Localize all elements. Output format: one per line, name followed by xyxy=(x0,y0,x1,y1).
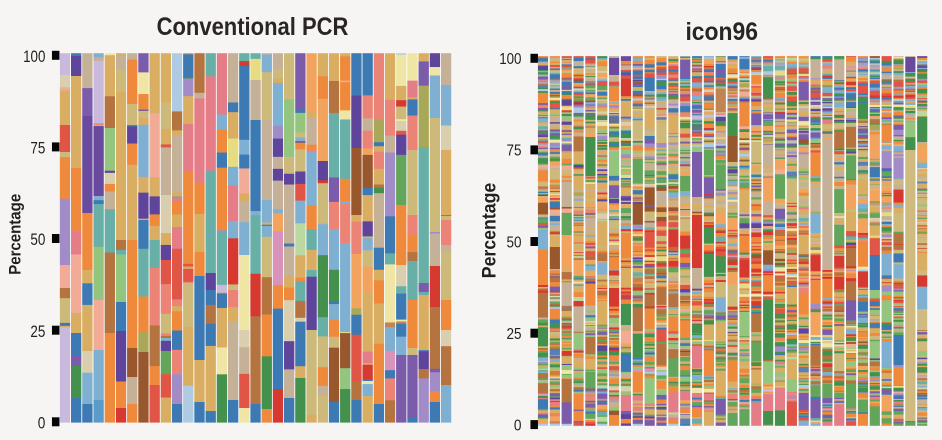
svg-text:50: 50 xyxy=(507,234,522,251)
svg-text:0: 0 xyxy=(514,417,522,434)
svg-text:Percentage: Percentage xyxy=(479,183,501,279)
svg-text:icon96: icon96 xyxy=(685,18,758,46)
svg-text:100: 100 xyxy=(499,51,521,68)
svg-text:Conventional PCR: Conventional PCR xyxy=(157,14,349,41)
svg-text:0: 0 xyxy=(38,414,46,433)
svg-text:50: 50 xyxy=(30,230,45,249)
svg-text:75: 75 xyxy=(30,139,45,158)
svg-text:100: 100 xyxy=(23,47,45,66)
svg-text:25: 25 xyxy=(507,326,522,343)
svg-text:25: 25 xyxy=(30,322,45,341)
svg-text:75: 75 xyxy=(507,143,522,160)
svg-text:Percentage: Percentage xyxy=(5,194,24,275)
